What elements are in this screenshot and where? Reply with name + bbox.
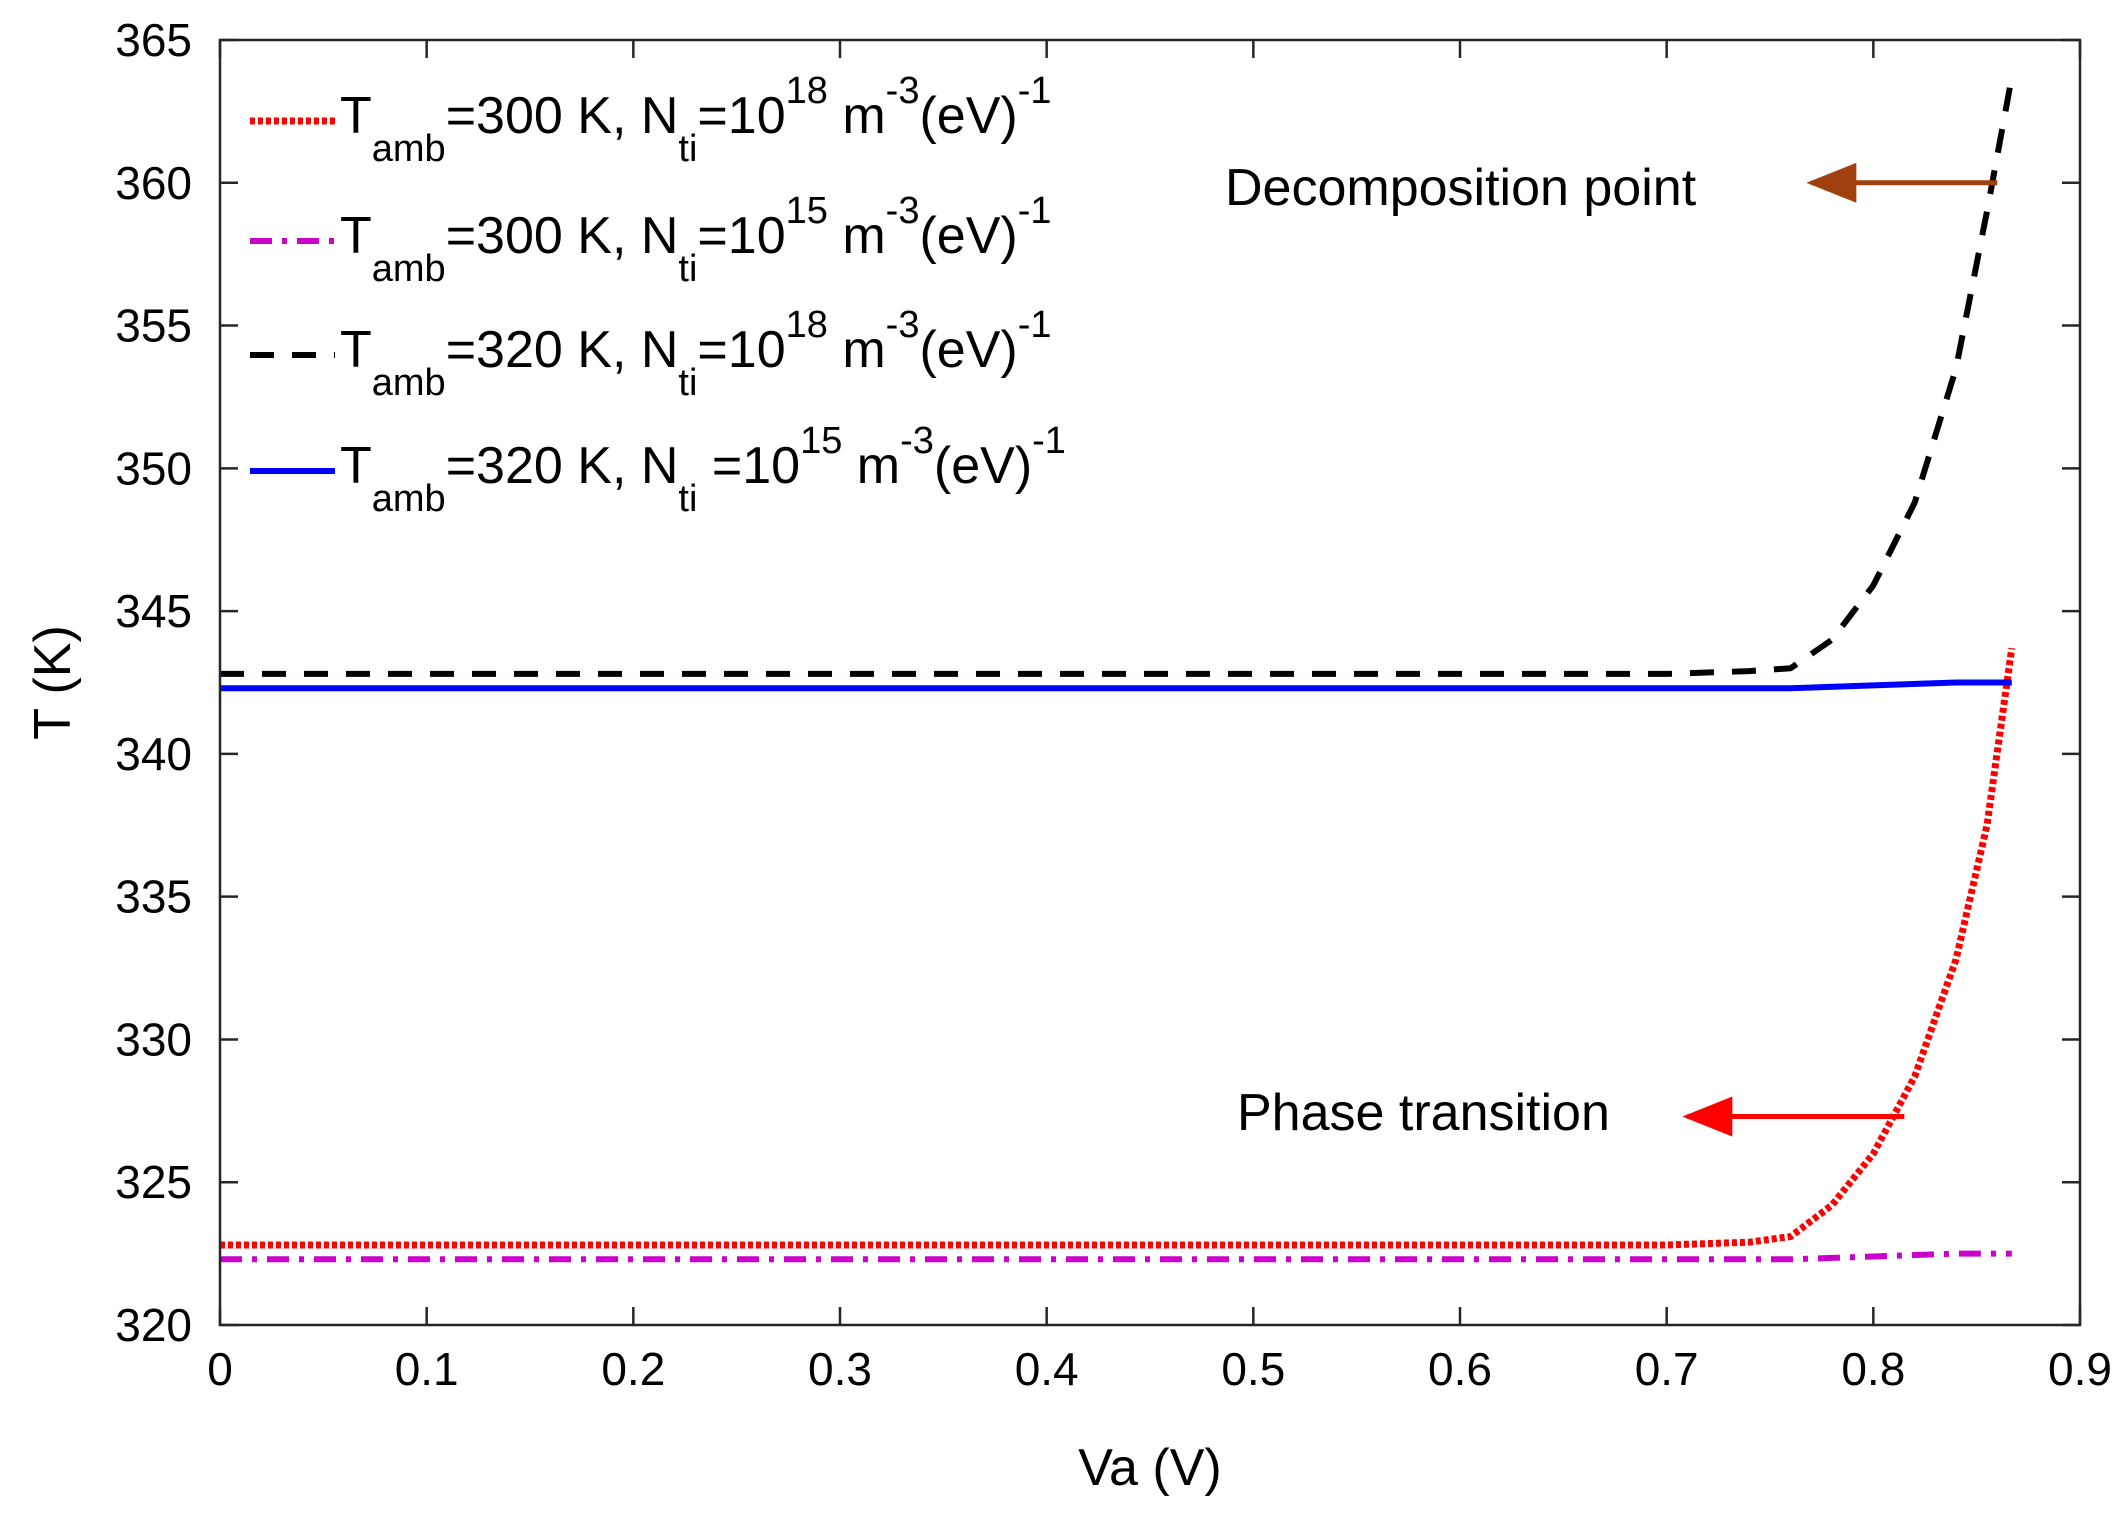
- legend-entry-2: Tamb=300 K, Nti=1015 m-3(eV)-1: [250, 190, 1052, 290]
- legend-text-part: =10: [697, 207, 785, 265]
- legend-script: ti: [678, 248, 697, 290]
- legend-label-1: Tamb=300 K, Nti=1018 m-3(eV)-1: [340, 70, 1052, 170]
- plot-background: [220, 40, 2080, 1325]
- series-line-3: [220, 76, 2015, 677]
- legend-text-part: m: [828, 321, 886, 379]
- legend-script: -3: [900, 420, 934, 462]
- y-tick-label: 360: [115, 157, 192, 209]
- legend-script: -1: [1018, 190, 1052, 232]
- legend-entry-3: Tamb=320 K, Nti=1018 m-3(eV)-1: [250, 304, 1052, 404]
- legend-script: amb: [372, 478, 446, 520]
- legend-text-part: (eV): [919, 207, 1017, 265]
- legend-script: amb: [372, 362, 446, 404]
- legend-script: -1: [1018, 70, 1052, 112]
- legend-text-part: m: [828, 87, 886, 145]
- x-axis-title: Va (V): [1078, 1439, 1222, 1497]
- legend-text-part: m: [828, 207, 886, 265]
- ticks-layer: 0 0.1 0.2 0.3 0.4 0.5 0.6 0.7 0.8 0.9 320 325 330 335…: [115, 14, 2112, 1395]
- legend-script: -1: [1032, 420, 1066, 462]
- legend-text-part: =10: [697, 437, 800, 495]
- series-line-4: [220, 679, 2012, 692]
- x-tick-label: 0.8: [1841, 1343, 1905, 1395]
- legend-label-2: Tamb=300 K, Nti=1015 m-3(eV)-1: [340, 190, 1052, 290]
- y-tick-label: 345: [115, 585, 192, 637]
- annotations-layer: Decomposition point Phase transition: [1225, 159, 1998, 1142]
- y-tick-label: 335: [115, 871, 192, 923]
- legend-text-part: (eV): [919, 87, 1017, 145]
- legend-entry-4: Tamb=320 K, Nti =1015 m-3(eV)-1: [250, 420, 1066, 520]
- legend-entry-1: Tamb=300 K, Nti=1018 m-3(eV)-1: [250, 70, 1052, 170]
- x-tick-label: 0: [207, 1343, 233, 1395]
- legend-script: 15: [800, 420, 842, 462]
- legend-script: -3: [886, 304, 920, 346]
- legend-text-part: (eV): [919, 321, 1017, 379]
- x-tick-label: 0.3: [808, 1343, 872, 1395]
- legend-text-part: =320 K, N: [446, 437, 679, 495]
- series-line-1: [220, 647, 2016, 1249]
- legend-script: 15: [786, 190, 828, 232]
- legend-text-part: T: [340, 321, 372, 379]
- x-tick-label: 0.7: [1635, 1343, 1699, 1395]
- x-tick-label: 0.4: [1015, 1343, 1079, 1395]
- x-tick-label: 0.5: [1221, 1343, 1285, 1395]
- plot-frame: [218, 38, 2082, 1327]
- legend-text-part: T: [340, 437, 372, 495]
- legend-text-part: =300 K, N: [446, 87, 679, 145]
- x-tick-label: 0.6: [1428, 1343, 1492, 1395]
- y-axis-title: T (K): [24, 625, 82, 740]
- series-layer: [220, 76, 2016, 1263]
- legend-text-part: =300 K, N: [446, 207, 679, 265]
- frame-layer: [218, 38, 2082, 1327]
- y-tick-label: 350: [115, 442, 192, 494]
- legend-script: ti: [678, 128, 697, 170]
- annotation-label-1: Decomposition point: [1225, 159, 1697, 217]
- legend-script: 18: [786, 70, 828, 112]
- legend-text-part: T: [340, 207, 372, 265]
- legend-script: -3: [886, 70, 920, 112]
- legend-text-part: =320 K, N: [446, 321, 679, 379]
- legend-script: 18: [786, 304, 828, 346]
- y-tick-label: 355: [115, 300, 192, 352]
- legend-text-part: T: [340, 87, 372, 145]
- y-tick-label: 325: [115, 1156, 192, 1208]
- plot-area: [220, 40, 2080, 1325]
- legend-script: -3: [886, 190, 920, 232]
- y-tick-label: 365: [115, 14, 192, 66]
- legend-text-part: (eV): [934, 437, 1032, 495]
- annotation-label-2: Phase transition: [1237, 1084, 1610, 1142]
- x-tick-label: 0.9: [2048, 1343, 2112, 1395]
- y-tick-label: 330: [115, 1013, 192, 1065]
- legend-script: ti: [678, 478, 697, 520]
- legend-text-part: =10: [697, 87, 785, 145]
- legend-script: -1: [1018, 304, 1052, 346]
- legend-label-3: Tamb=320 K, Nti=1018 m-3(eV)-1: [340, 304, 1052, 404]
- legend-label-4: Tamb=320 K, Nti =1015 m-3(eV)-1: [340, 420, 1066, 520]
- series-line-2: [220, 1250, 2012, 1263]
- legend-text-part: m: [842, 437, 900, 495]
- x-tick-label: 0.1: [395, 1343, 459, 1395]
- y-tick-label: 340: [115, 728, 192, 780]
- y-tick-label: 320: [115, 1299, 192, 1351]
- legend-script: ti: [678, 362, 697, 404]
- legend-script: amb: [372, 248, 446, 290]
- x-tick-label: 0.2: [601, 1343, 665, 1395]
- legend-script: amb: [372, 128, 446, 170]
- legend-text-part: =10: [697, 321, 785, 379]
